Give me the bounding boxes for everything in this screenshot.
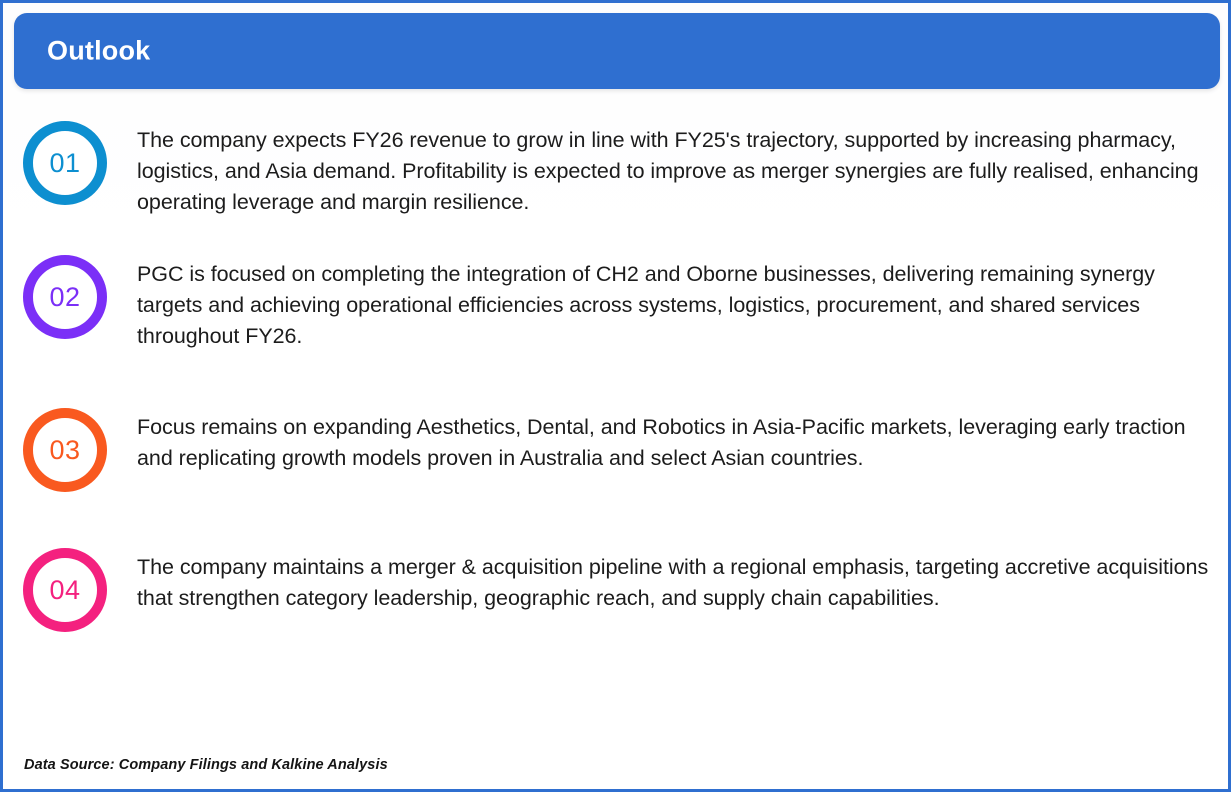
step-number: 01 xyxy=(49,147,81,178)
list-item: 04 The company maintains a merger & acqu… xyxy=(3,548,1228,632)
list-item-text: The company maintains a merger & acquisi… xyxy=(137,555,1209,610)
pin-ring-icon xyxy=(23,548,107,632)
data-source-note: Data Source: Company Filings and Kalkine… xyxy=(24,757,388,773)
list-item: 03 Focus remains on expanding Aesthetics… xyxy=(3,408,1228,492)
list-item-text: Focus remains on expanding Aesthetics, D… xyxy=(137,415,1186,470)
pin-shape-icon: 03 xyxy=(23,408,107,492)
step-number: 02 xyxy=(49,281,81,312)
header-bar: Outlook xyxy=(14,13,1220,89)
step-badge-01: 01 xyxy=(17,121,129,205)
list-item-text: The company expects FY26 revenue to grow… xyxy=(137,128,1199,214)
step-badge-04: 04 xyxy=(17,548,129,632)
pin-ring-icon xyxy=(23,255,107,339)
pin-shape-icon: 02 xyxy=(23,255,107,339)
pin-shape-icon: 01 xyxy=(23,121,107,205)
list-item-text: PGC is focused on completing the integra… xyxy=(137,262,1155,348)
step-badge-02: 02 xyxy=(17,255,129,339)
step-number: 03 xyxy=(49,434,81,465)
pin-shape-icon: 04 xyxy=(23,548,107,632)
list-item: 01 The company expects FY26 revenue to g… xyxy=(3,121,1228,218)
pin-ring-icon xyxy=(23,121,107,205)
step-badge-03: 03 xyxy=(17,408,129,492)
page-title: Outlook xyxy=(47,35,151,66)
outlook-list: 01 The company expects FY26 revenue to g… xyxy=(3,99,1228,632)
step-number: 04 xyxy=(49,574,81,605)
pin-ring-icon xyxy=(23,408,107,492)
list-item: 02 PGC is focused on completing the inte… xyxy=(3,255,1228,352)
